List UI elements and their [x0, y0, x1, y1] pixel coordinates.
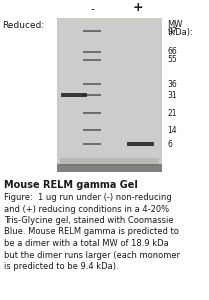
- Bar: [60, 158, 159, 166]
- Bar: [83, 30, 101, 32]
- Text: +: +: [133, 1, 143, 14]
- Bar: [62, 23, 157, 167]
- Bar: [83, 83, 101, 85]
- Bar: [58, 19, 161, 171]
- Text: (kDa):: (kDa):: [167, 28, 193, 37]
- Bar: [59, 20, 160, 170]
- Bar: [59, 20, 161, 170]
- Bar: [60, 21, 159, 169]
- Text: and (+) reducing conditions in a 4-20%: and (+) reducing conditions in a 4-20%: [4, 205, 169, 214]
- Bar: [83, 129, 101, 131]
- Text: 6: 6: [167, 140, 172, 149]
- Text: 97: 97: [167, 27, 177, 36]
- Text: 21: 21: [167, 109, 176, 118]
- Bar: [57, 18, 162, 172]
- Bar: [62, 23, 157, 167]
- Bar: [60, 20, 159, 170]
- Text: Blue. Mouse RELM gamma is predicted to: Blue. Mouse RELM gamma is predicted to: [4, 227, 179, 236]
- Text: 36: 36: [167, 80, 177, 89]
- Bar: [57, 19, 162, 172]
- Text: is predicted to be 9.4 kDa).: is predicted to be 9.4 kDa).: [4, 262, 119, 271]
- Text: Tris-Glycine gel, stained with Coomassie: Tris-Glycine gel, stained with Coomassie: [4, 216, 174, 225]
- Text: -: -: [90, 4, 94, 14]
- Bar: [61, 22, 158, 168]
- Bar: [64, 25, 155, 165]
- Bar: [63, 24, 156, 166]
- Text: 66: 66: [167, 47, 177, 56]
- Bar: [61, 22, 158, 167]
- Text: MW: MW: [167, 20, 182, 29]
- Text: Reduced:: Reduced:: [2, 21, 44, 30]
- Bar: [61, 93, 87, 97]
- Bar: [57, 18, 162, 172]
- Bar: [64, 25, 155, 166]
- Text: but the dimer runs larger (each monomer: but the dimer runs larger (each monomer: [4, 250, 180, 260]
- Text: Figure:  1 ug run under (-) non-reducing: Figure: 1 ug run under (-) non-reducing: [4, 193, 172, 202]
- Bar: [83, 94, 101, 96]
- Bar: [83, 51, 101, 53]
- Text: 55: 55: [167, 55, 177, 64]
- Bar: [83, 143, 101, 145]
- Text: 14: 14: [167, 126, 177, 135]
- Bar: [83, 58, 101, 61]
- Text: 31: 31: [167, 91, 177, 100]
- Text: be a dimer with a total MW of 18.9 kDa: be a dimer with a total MW of 18.9 kDa: [4, 239, 169, 248]
- Bar: [60, 22, 158, 169]
- Bar: [57, 164, 162, 172]
- Bar: [83, 112, 101, 115]
- Bar: [127, 142, 154, 146]
- Text: Mouse RELM gamma Gel: Mouse RELM gamma Gel: [4, 180, 138, 190]
